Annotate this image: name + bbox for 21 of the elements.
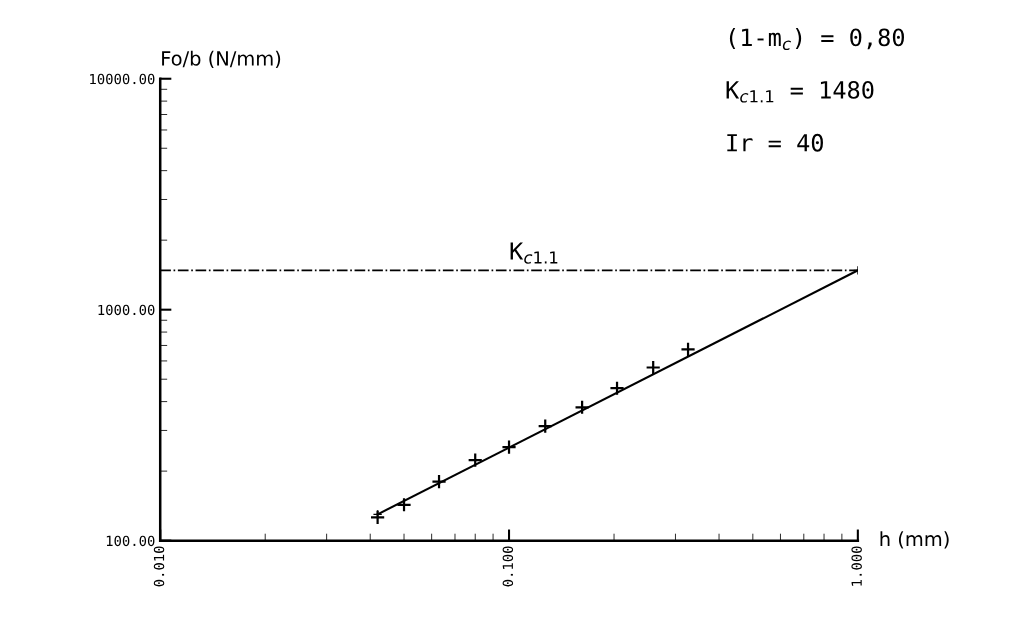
point (396, 497, 412, 513)
x-tick-label: 0.100 (502, 546, 514, 587)
point (645, 359, 661, 376)
annotation: K$_{c1.1}$ = 1480 (726, 80, 874, 103)
annotation: Ir = 40 (727, 133, 823, 152)
point (431, 473, 447, 490)
y-tick-label: 1000.00 (98, 304, 155, 316)
point (467, 452, 483, 468)
x-axis-title: h (mm) (880, 531, 949, 549)
y-axis-title: Fo/b (N/mm) (162, 50, 281, 69)
point (501, 439, 517, 455)
y-tick-label: 10000.00 (90, 73, 155, 85)
point (609, 380, 625, 396)
x-tick-label: 1.000 (851, 546, 862, 586)
ref-line-label: K$_{c1.1}$ (510, 242, 558, 264)
y-tick-label: 100.00 (106, 535, 155, 547)
point (574, 399, 590, 415)
point (680, 341, 696, 358)
x-tick-label: 0.010 (153, 546, 165, 587)
point (537, 418, 553, 434)
text: (1-m$_{c}$) = 0,80 (729, 28, 905, 51)
